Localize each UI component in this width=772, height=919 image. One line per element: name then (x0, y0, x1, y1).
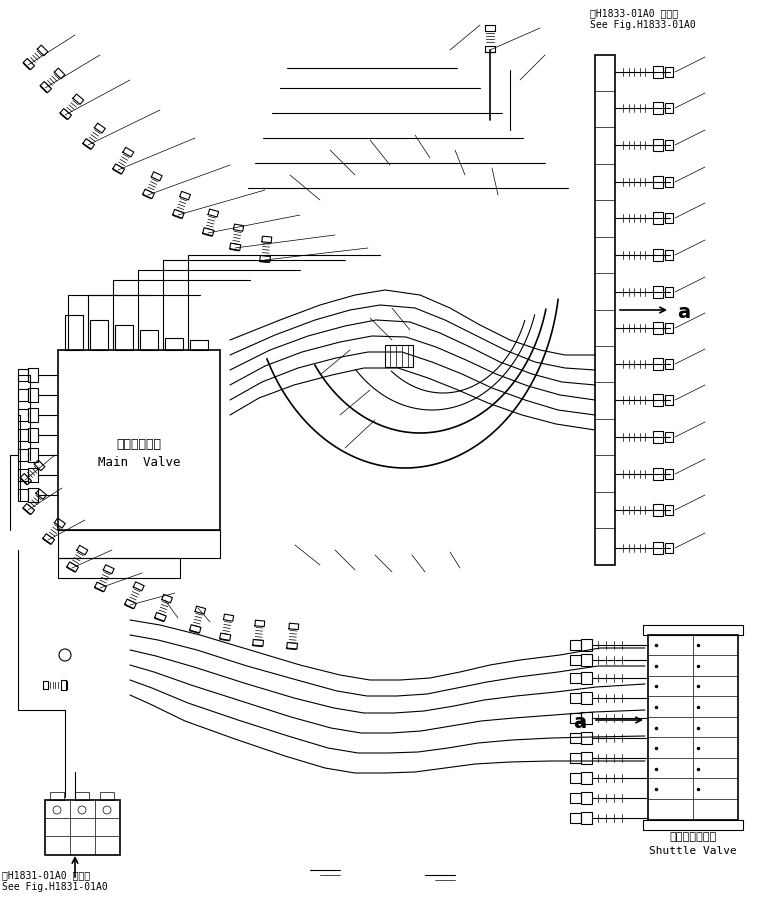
Bar (28, 448, 38, 462)
Bar (643, 820, 743, 830)
Bar (115, 325, 133, 350)
Bar (18, 449, 28, 461)
Text: a: a (677, 303, 690, 322)
Bar (665, 177, 673, 187)
Bar (28, 488, 38, 502)
Bar (665, 432, 673, 442)
Bar (665, 359, 673, 369)
Bar (18, 409, 28, 421)
Bar (665, 140, 673, 150)
Text: Shuttle Valve: Shuttle Valve (649, 846, 737, 856)
Bar (570, 753, 581, 763)
Text: 第H1833-01A0 図参照: 第H1833-01A0 図参照 (590, 8, 678, 18)
Bar (570, 773, 581, 783)
Bar (653, 66, 663, 78)
Bar (581, 712, 592, 724)
Bar (190, 340, 208, 350)
Bar (90, 320, 108, 350)
Text: Main  Valve: Main Valve (98, 456, 180, 469)
Bar (28, 428, 38, 442)
Text: シャトルバルブ: シャトルバルブ (669, 832, 716, 842)
Bar (581, 812, 592, 824)
Bar (58, 350, 220, 530)
Bar (665, 505, 673, 515)
Bar (653, 394, 663, 406)
Bar (18, 429, 28, 441)
Bar (28, 388, 38, 402)
Bar (665, 103, 673, 113)
Bar (643, 625, 743, 635)
Bar (595, 55, 615, 565)
Text: See Fig.H1833-01A0: See Fig.H1833-01A0 (590, 20, 696, 30)
Bar (581, 752, 592, 764)
Bar (581, 639, 592, 651)
Bar (665, 469, 673, 479)
Bar (653, 468, 663, 480)
Bar (665, 67, 673, 77)
Bar (570, 813, 581, 823)
Bar (570, 733, 581, 743)
Bar (581, 772, 592, 784)
Bar (653, 431, 663, 443)
Text: メインバルブ: メインバルブ (117, 438, 161, 451)
Bar (45, 800, 120, 855)
Bar (18, 489, 28, 501)
Bar (18, 389, 28, 401)
Bar (665, 395, 673, 405)
Bar (665, 543, 673, 553)
Bar (570, 793, 581, 803)
Bar (75, 792, 89, 800)
Bar (140, 330, 158, 350)
Bar (28, 368, 38, 382)
Bar (653, 286, 663, 298)
Bar (653, 139, 663, 151)
Bar (28, 408, 38, 422)
Bar (653, 176, 663, 188)
Bar (50, 792, 64, 800)
Bar (570, 673, 581, 683)
Bar (665, 213, 673, 223)
Bar (653, 322, 663, 334)
Bar (581, 692, 592, 704)
Bar (648, 635, 738, 820)
Bar (653, 212, 663, 224)
Bar (581, 732, 592, 744)
Text: 第H1831-01A0 図参照: 第H1831-01A0 図参照 (2, 870, 90, 880)
Bar (18, 369, 28, 381)
Bar (665, 250, 673, 260)
Bar (653, 102, 663, 114)
Bar (570, 640, 581, 650)
Bar (58, 530, 220, 558)
Bar (581, 672, 592, 684)
Bar (65, 315, 83, 350)
Bar (570, 693, 581, 703)
Text: a: a (573, 713, 586, 732)
Bar (385, 345, 413, 367)
Bar (581, 792, 592, 804)
Bar (165, 338, 183, 350)
Bar (100, 792, 114, 800)
Bar (28, 468, 38, 482)
Bar (570, 655, 581, 665)
Bar (581, 654, 592, 666)
Bar (665, 287, 673, 297)
Bar (653, 249, 663, 261)
Bar (653, 542, 663, 554)
Text: See Fig.H1831-01A0: See Fig.H1831-01A0 (2, 882, 108, 892)
Bar (653, 504, 663, 516)
Bar (58, 558, 180, 578)
Bar (18, 469, 28, 481)
Bar (665, 323, 673, 333)
Bar (570, 713, 581, 723)
Bar (653, 358, 663, 370)
